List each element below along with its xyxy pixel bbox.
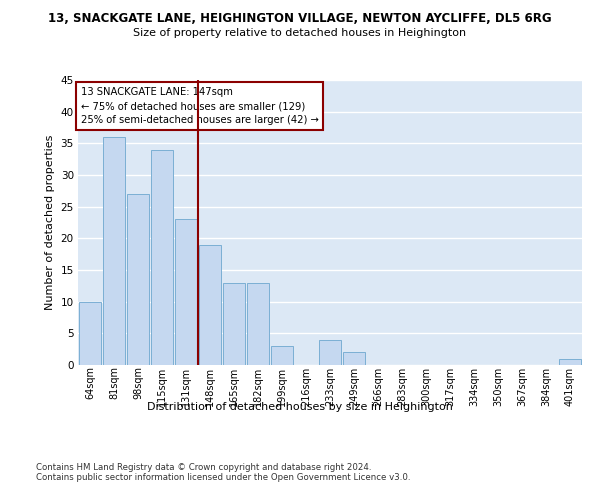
- Text: Contains public sector information licensed under the Open Government Licence v3: Contains public sector information licen…: [36, 472, 410, 482]
- Text: 13 SNACKGATE LANE: 147sqm
← 75% of detached houses are smaller (129)
25% of semi: 13 SNACKGATE LANE: 147sqm ← 75% of detac…: [80, 87, 319, 125]
- Bar: [151, 150, 173, 365]
- Text: 13, SNACKGATE LANE, HEIGHINGTON VILLAGE, NEWTON AYCLIFFE, DL5 6RG: 13, SNACKGATE LANE, HEIGHINGTON VILLAGE,…: [48, 12, 552, 26]
- Bar: [343, 352, 365, 365]
- Bar: [271, 346, 293, 365]
- Bar: [103, 137, 125, 365]
- Bar: [559, 358, 581, 365]
- Bar: [247, 282, 269, 365]
- Bar: [127, 194, 149, 365]
- Text: Distribution of detached houses by size in Heighington: Distribution of detached houses by size …: [147, 402, 453, 412]
- Bar: [319, 340, 341, 365]
- Bar: [79, 302, 101, 365]
- Text: Size of property relative to detached houses in Heighington: Size of property relative to detached ho…: [133, 28, 467, 38]
- Bar: [175, 220, 197, 365]
- Bar: [199, 244, 221, 365]
- Y-axis label: Number of detached properties: Number of detached properties: [45, 135, 55, 310]
- Bar: [223, 282, 245, 365]
- Text: Contains HM Land Registry data © Crown copyright and database right 2024.: Contains HM Land Registry data © Crown c…: [36, 462, 371, 471]
